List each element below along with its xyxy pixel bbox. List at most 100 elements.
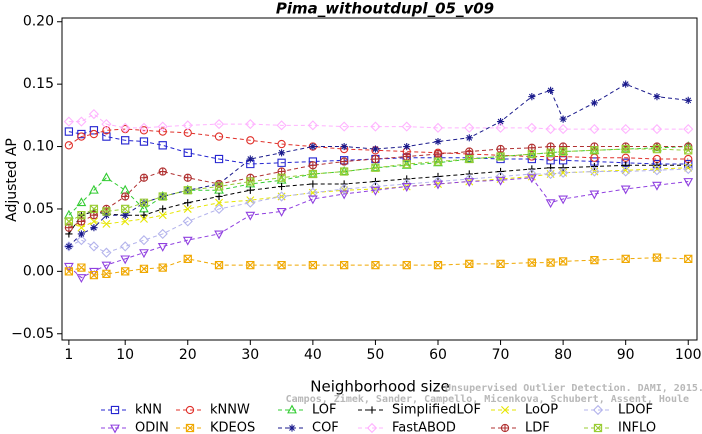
marker <box>339 190 350 200</box>
marker <box>652 253 662 262</box>
marker <box>589 123 600 135</box>
legend-label: KDEOS <box>210 421 255 434</box>
marker <box>139 173 149 182</box>
marker <box>89 184 99 194</box>
marker <box>546 258 555 267</box>
marker <box>140 211 148 219</box>
marker <box>496 117 505 126</box>
chart-title: Pima_withoutdupl_05_v09 <box>276 0 494 18</box>
marker <box>500 423 510 433</box>
marker <box>545 123 556 135</box>
marker <box>526 174 537 184</box>
marker <box>434 137 442 146</box>
marker <box>138 235 150 246</box>
marker <box>213 203 225 215</box>
marker <box>433 180 443 190</box>
marker <box>276 120 287 131</box>
marker <box>276 208 287 217</box>
marker <box>88 241 100 252</box>
marker <box>102 207 111 216</box>
marker <box>121 267 130 276</box>
marker <box>101 247 112 258</box>
marker <box>215 192 223 201</box>
marker <box>465 259 474 269</box>
marker <box>101 261 112 271</box>
marker <box>527 149 536 159</box>
marker <box>368 406 376 414</box>
watermark: Unsupervised Outlier Detection. DAMI, 20… <box>445 382 702 394</box>
marker <box>340 260 349 270</box>
marker <box>464 122 475 133</box>
marker <box>589 166 600 177</box>
marker <box>464 173 475 185</box>
marker <box>527 172 536 181</box>
marker <box>159 205 167 213</box>
marker <box>308 169 318 179</box>
marker <box>545 147 556 157</box>
marker <box>558 146 569 155</box>
x-tick-label: 30 <box>241 347 259 363</box>
marker <box>102 219 111 228</box>
x-tick-label: 50 <box>367 347 385 363</box>
marker <box>307 195 318 205</box>
marker <box>64 127 74 136</box>
marker <box>593 423 603 433</box>
marker <box>183 204 192 213</box>
series-line <box>68 168 689 254</box>
marker <box>184 199 192 207</box>
marker <box>89 270 99 280</box>
marker <box>622 80 630 88</box>
legend-label: kNN <box>135 403 162 418</box>
marker <box>401 183 412 192</box>
marker <box>245 118 256 130</box>
marker <box>433 149 443 159</box>
marker <box>139 137 149 146</box>
marker <box>590 255 599 265</box>
marker <box>307 168 318 178</box>
marker <box>558 167 569 178</box>
marker <box>158 167 167 176</box>
marker <box>183 186 192 195</box>
marker <box>102 126 111 135</box>
marker <box>89 129 99 139</box>
marker <box>366 422 378 434</box>
marker <box>371 163 380 172</box>
y-tick-label: −0.05 <box>11 326 54 342</box>
marker <box>277 149 286 157</box>
x-tick-label: 60 <box>429 347 447 363</box>
marker <box>590 99 598 107</box>
marker <box>138 122 150 133</box>
marker <box>621 144 630 154</box>
marker <box>683 178 694 187</box>
marker <box>545 168 556 180</box>
marker <box>139 214 148 223</box>
marker <box>102 132 111 141</box>
marker <box>277 182 286 191</box>
marker <box>214 230 224 240</box>
marker <box>621 153 630 162</box>
marker <box>495 171 506 182</box>
marker <box>64 141 74 150</box>
marker <box>309 142 317 151</box>
x-tick-label: 10 <box>116 347 134 363</box>
marker <box>545 199 556 209</box>
plot-frame <box>61 17 698 341</box>
marker <box>214 154 224 164</box>
x-tick-label: 1 <box>64 347 73 363</box>
marker <box>120 184 131 194</box>
marker <box>340 142 348 151</box>
legend-label: kNNW <box>210 403 250 418</box>
marker <box>245 211 256 221</box>
series-line <box>68 113 689 130</box>
marker <box>121 211 129 219</box>
marker <box>158 211 167 220</box>
marker <box>402 152 411 161</box>
marker <box>64 217 74 226</box>
marker <box>496 152 505 161</box>
marker <box>495 122 506 133</box>
marker <box>308 260 318 270</box>
marker <box>158 127 167 136</box>
marker <box>307 120 318 131</box>
marker <box>63 241 74 252</box>
marker <box>110 405 120 415</box>
